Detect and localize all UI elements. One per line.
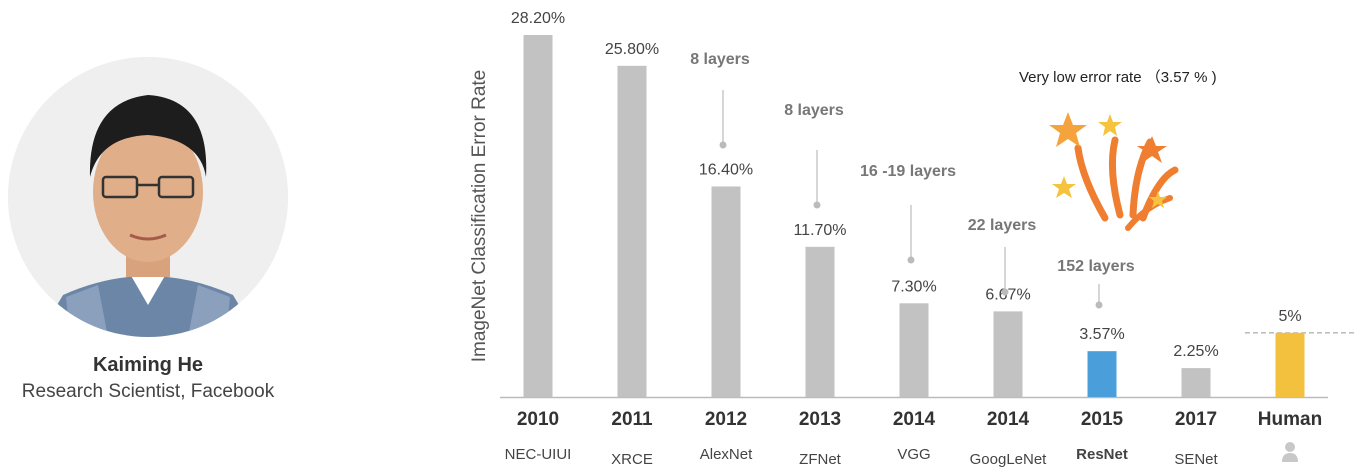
bar-value-label: 28.20% (511, 10, 565, 27)
category-label: 2017 (1175, 409, 1217, 430)
annotation-dot (813, 201, 821, 209)
category-label: 2010 (517, 409, 559, 430)
layer-count-label: 16 -19 layers (860, 163, 956, 180)
error-rate-chart: ImageNet Classification Error Rate 28.20… (440, 0, 1356, 469)
category-label: 2015 (1081, 409, 1124, 430)
avatar (8, 57, 288, 337)
model-name-label: VGG (897, 446, 930, 463)
highlight-note: Very low error rate （3.57 % ) (1019, 69, 1217, 86)
model-name-label: ZFNet (799, 451, 842, 468)
bar (993, 311, 1023, 397)
annotation-dot (1095, 301, 1103, 309)
star-icon (1052, 176, 1076, 198)
model-name-label: AlexNet (700, 446, 753, 463)
category-label: Human (1258, 409, 1322, 430)
bar (1275, 332, 1305, 397)
layer-count-label: 152 layers (1057, 258, 1135, 275)
y-axis-label: ImageNet Classification Error Rate (469, 70, 490, 363)
bar (523, 35, 553, 397)
annotation-dot (719, 141, 727, 149)
bar-value-label: 7.30% (891, 278, 936, 295)
bar (899, 303, 929, 397)
annotation-dot (1001, 288, 1009, 296)
person-icon (1282, 453, 1298, 462)
profile-name: Kaiming He (92, 354, 204, 376)
star-icon (1137, 136, 1167, 163)
layer-count-label: 22 layers (968, 217, 1037, 234)
layer-count-label: 8 layers (690, 51, 750, 68)
profile-role: Research Scientist, Facebook (21, 381, 275, 402)
star-icon (1098, 114, 1122, 136)
annotation-dot (907, 256, 915, 264)
star-icon (1149, 191, 1167, 208)
bar-value-label: 5% (1278, 308, 1301, 325)
fireworks-icon (1049, 112, 1179, 231)
bar (711, 186, 741, 397)
profile-card: Kaiming He Research Scientist, Facebook (0, 0, 300, 469)
bar-value-label: 6.67% (985, 286, 1030, 303)
bar (1087, 351, 1117, 397)
bar-value-label: 16.40% (699, 161, 753, 178)
model-name-label: ResNet (1076, 446, 1128, 463)
chart-canvas: ImageNet Classification Error Rate 28.20… (469, 10, 1354, 468)
bar (1181, 368, 1211, 397)
category-label: 2014 (987, 409, 1030, 430)
person-icon (1285, 442, 1295, 452)
bar-value-label: 2.25% (1173, 343, 1218, 360)
category-label: 2014 (893, 409, 936, 430)
bar-value-label: 25.80% (605, 41, 659, 58)
star-icon (1049, 112, 1087, 147)
bar (617, 65, 647, 398)
model-name-label: GoogLeNet (970, 451, 1048, 468)
bar (805, 246, 835, 397)
model-name-label: NEC-UIUI (505, 446, 572, 463)
person-portrait-icon (8, 57, 288, 337)
model-name-label: SENet (1174, 451, 1218, 468)
bar-value-label: 11.70% (793, 222, 846, 239)
category-label: 2012 (705, 409, 747, 430)
category-label: 2013 (799, 409, 841, 430)
layer-count-label: 8 layers (784, 102, 844, 119)
category-label: 2011 (611, 409, 653, 430)
bar-value-label: 3.57% (1079, 326, 1124, 343)
model-name-label: XRCE (611, 451, 653, 468)
